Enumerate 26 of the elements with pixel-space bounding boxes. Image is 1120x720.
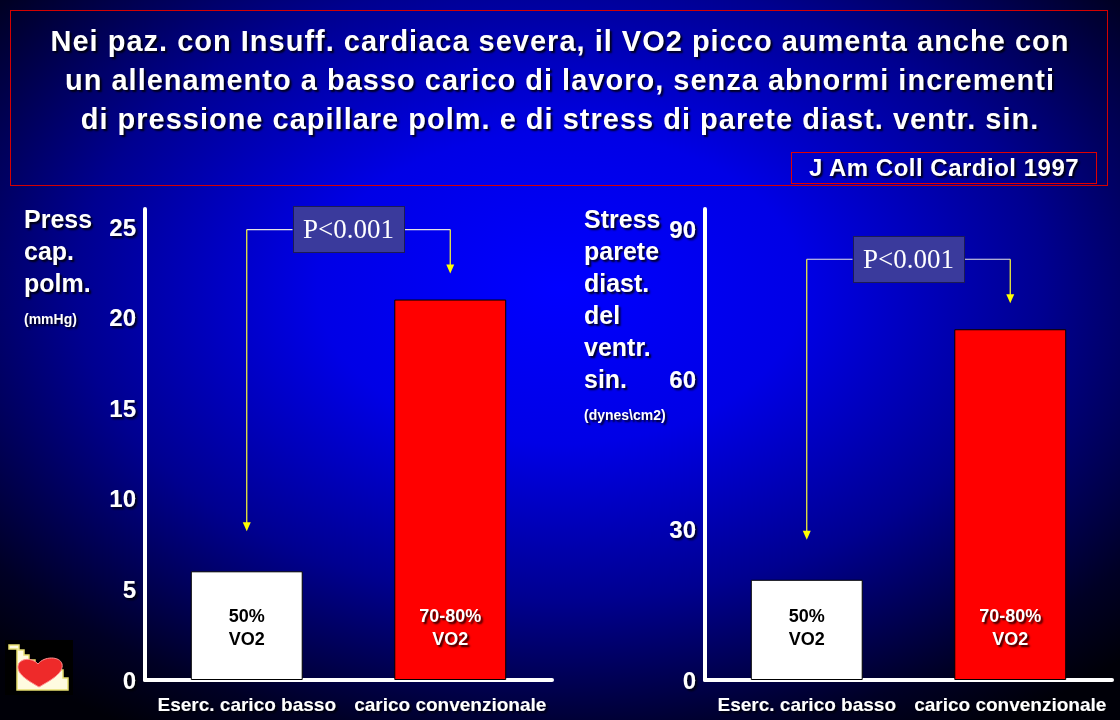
y-tick-label: 90 <box>669 215 696 243</box>
x-tick-label: carico convenzionale <box>354 694 547 715</box>
y-tick-label: 25 <box>109 213 136 241</box>
annotation: 70-80% VO2 <box>419 605 482 651</box>
annotation: P<0.001 <box>303 214 394 246</box>
y-tick-label: 60 <box>669 365 696 393</box>
y-tick-label: 30 <box>669 516 696 544</box>
y-tick-label: 0 <box>682 666 696 694</box>
label-box: P<0.001 <box>292 206 405 254</box>
y-tick-label: 0 <box>122 666 136 694</box>
label-box: P<0.001 <box>852 235 965 283</box>
annotation: 50% VO2 <box>788 605 825 651</box>
chart-title: Nei paz. con Insuff. cardiaca severa, il VO2 picco aumenta anche con un allenamento a basso carico di lavoro, senza abnormi incrementi di pressione capillare polm. e di stress di parete diast. ventr. sin. <box>50 24 1070 137</box>
x-tick-label: carico convenzionale <box>914 694 1107 715</box>
x-tick-label: Eserc. carico basso <box>157 694 336 715</box>
y-tick-label: 20 <box>109 304 136 332</box>
citation-frame: J Am Coll Cardiol 1997 <box>791 152 1097 184</box>
y-tick-label: 15 <box>109 394 136 422</box>
x-tick-label: Eserc. carico basso <box>717 694 896 715</box>
y-tick-label: 10 <box>109 485 136 513</box>
annotation: P<0.001 <box>863 243 954 275</box>
annotation: 50% VO2 <box>228 605 265 651</box>
y-axis-title: Stress parete diast. del ventr. sin. (dynes\cm2) <box>584 204 666 425</box>
y-axis-title: Press cap. polm. (mmHg) <box>24 204 93 329</box>
annotation: 70-80% VO2 <box>979 605 1042 651</box>
y-tick-label: 5 <box>122 575 136 603</box>
